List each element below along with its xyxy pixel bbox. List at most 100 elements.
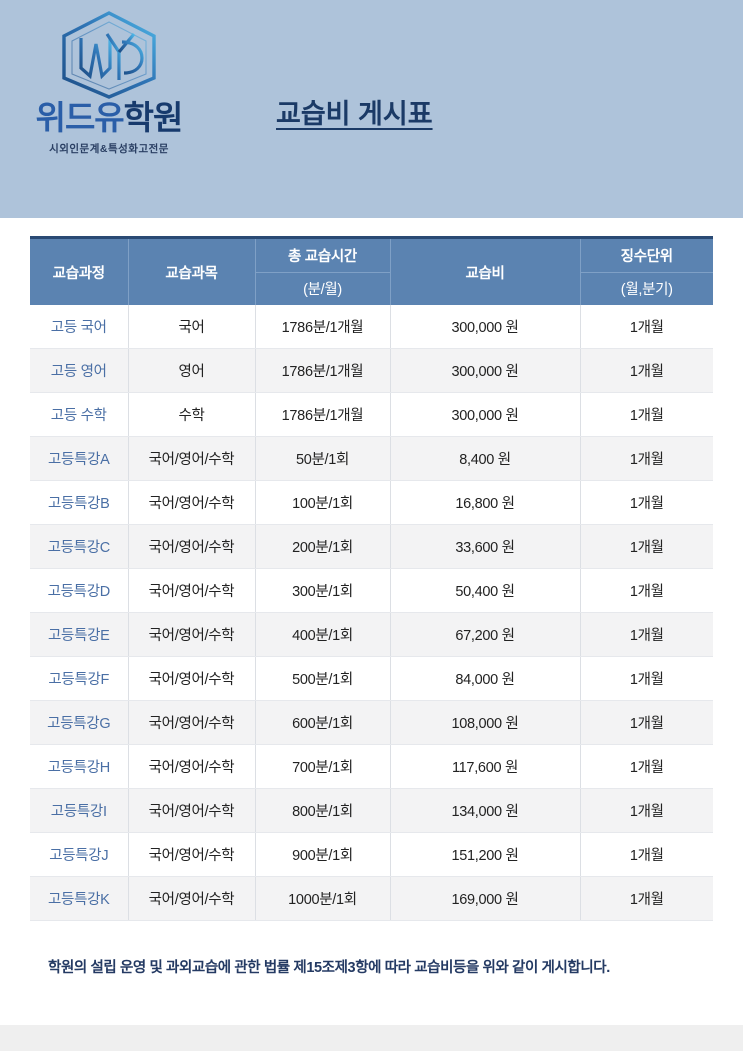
cell-subject: 국어/영어/수학 xyxy=(128,480,256,525)
table-row: 고등특강C 국어/영어/수학 200분/1회 33,600 원 1개월 xyxy=(30,524,713,569)
table-row: 고등특강B 국어/영어/수학 100분/1회 16,800 원 1개월 xyxy=(30,480,713,525)
cell-total-hours: 900분/1회 xyxy=(255,832,391,877)
cell-billing-unit: 1개월 xyxy=(580,832,713,877)
cell-fee: 151,200 원 xyxy=(390,832,581,877)
table-header-row: 교습과정 교습과목 총 교습시간 (분/월) 교습비 징수단위 xyxy=(30,237,713,305)
legal-notice: 학원의 설립 운영 및 과외교습에 관한 법률 제15조제3항에 따라 교습비등… xyxy=(48,960,610,976)
brand-name-secondary: 학원 xyxy=(123,99,184,136)
cell-fee: 67,200 원 xyxy=(390,612,581,657)
cell-course: 고등특강A xyxy=(30,436,129,481)
tuition-fee-table: 교습과정 교습과목 총 교습시간 (분/월) 교습비 징수단위 xyxy=(30,236,713,921)
cell-subject: 수학 xyxy=(128,392,256,437)
cell-fee: 84,000 원 xyxy=(390,656,581,701)
cell-subject: 국어/영어/수학 xyxy=(128,436,256,481)
cell-subject: 국어/영어/수학 xyxy=(128,656,256,701)
cell-course: 고등특강D xyxy=(30,568,129,613)
cell-course: 고등 수학 xyxy=(30,392,129,437)
cell-billing-unit: 1개월 xyxy=(580,788,713,833)
cell-billing-unit: 1개월 xyxy=(580,656,713,701)
table-body: 고등 국어 국어 1786분/1개월 300,000 원 1개월 고등 영어 영어 1786분… xyxy=(30,305,713,921)
cell-total-hours: 50분/1회 xyxy=(255,436,391,481)
cell-course: 고등특강B xyxy=(30,480,129,525)
cell-total-hours: 700분/1회 xyxy=(255,744,391,789)
bottom-band xyxy=(0,1025,743,1051)
table-row: 고등특강D 국어/영어/수학 300분/1회 50,400 원 1개월 xyxy=(30,568,713,613)
column-header-total-hours-main: 총 교습시간 xyxy=(255,239,390,273)
cell-fee: 8,400 원 xyxy=(390,436,581,481)
cell-billing-unit: 1개월 xyxy=(580,876,713,921)
cell-subject: 국어/영어/수학 xyxy=(128,832,256,877)
table-row: 고등특강G 국어/영어/수학 600분/1회 108,000 원 1개월 xyxy=(30,700,713,745)
cell-billing-unit: 1개월 xyxy=(580,348,713,393)
column-header-subject: 교습과목 xyxy=(128,237,256,305)
column-header-billing-unit: 징수단위 (월,분기) xyxy=(580,237,713,305)
brand-name-primary: 위드유 xyxy=(35,99,125,136)
cell-total-hours: 400분/1회 xyxy=(255,612,391,657)
cell-total-hours: 1786분/1개월 xyxy=(255,392,391,437)
cell-fee: 300,000 원 xyxy=(390,348,581,393)
page-header-banner: 위드유학원 시외인문계&특성화고전문 교습비 게시표 xyxy=(0,0,743,218)
fee-table-container: 교습과정 교습과목 총 교습시간 (분/월) 교습비 징수단위 xyxy=(0,218,743,921)
cell-subject: 국어/영어/수학 xyxy=(128,700,256,745)
cell-billing-unit: 1개월 xyxy=(580,612,713,657)
cell-total-hours: 100분/1회 xyxy=(255,480,391,525)
brand-wordmark: 위드유학원 xyxy=(14,99,204,136)
cell-course: 고등특강K xyxy=(30,876,129,921)
cell-course: 고등특강I xyxy=(30,788,129,833)
cell-total-hours: 500분/1회 xyxy=(255,656,391,701)
brand-subtitle: 시외인문계&특성화고전문 xyxy=(49,142,169,155)
cell-subject: 국어/영어/수학 xyxy=(128,876,256,921)
cell-fee: 16,800 원 xyxy=(390,480,581,525)
cell-course: 고등특강G xyxy=(30,700,129,745)
table-row: 고등특강A 국어/영어/수학 50분/1회 8,400 원 1개월 xyxy=(30,436,713,481)
cell-fee: 134,000 원 xyxy=(390,788,581,833)
cell-fee: 33,600 원 xyxy=(390,524,581,569)
column-header-total-hours: 총 교습시간 (분/월) xyxy=(255,237,391,305)
cell-course: 고등 영어 xyxy=(30,348,129,393)
column-header-total-hours-sub: (분/월) xyxy=(303,282,342,299)
cell-billing-unit: 1개월 xyxy=(580,436,713,481)
cell-fee: 50,400 원 xyxy=(390,568,581,613)
table-row: 고등특강J 국어/영어/수학 900분/1회 151,200 원 1개월 xyxy=(30,832,713,877)
cell-subject: 국어/영어/수학 xyxy=(128,744,256,789)
cell-course: 고등특강C xyxy=(30,524,129,569)
table-row: 고등특강F 국어/영어/수학 500분/1회 84,000 원 1개월 xyxy=(30,656,713,701)
cell-total-hours: 300분/1회 xyxy=(255,568,391,613)
cell-course: 고등특강J xyxy=(30,832,129,877)
column-header-course: 교습과정 xyxy=(30,237,129,305)
cell-fee: 300,000 원 xyxy=(390,305,581,349)
cell-subject: 국어/영어/수학 xyxy=(128,524,256,569)
cell-billing-unit: 1개월 xyxy=(580,744,713,789)
cell-billing-unit: 1개월 xyxy=(580,568,713,613)
cell-billing-unit: 1개월 xyxy=(580,700,713,745)
cell-course: 고등특강E xyxy=(30,612,129,657)
cell-subject: 국어/영어/수학 xyxy=(128,788,256,833)
cell-course: 고등특강F xyxy=(30,656,129,701)
cell-course: 고등특강H xyxy=(30,744,129,789)
cell-billing-unit: 1개월 xyxy=(580,305,713,349)
cell-total-hours: 800분/1회 xyxy=(255,788,391,833)
cell-fee: 117,600 원 xyxy=(390,744,581,789)
table-row: 고등특강H 국어/영어/수학 700분/1회 117,600 원 1개월 xyxy=(30,744,713,789)
cell-total-hours: 200분/1회 xyxy=(255,524,391,569)
cell-billing-unit: 1개월 xyxy=(580,392,713,437)
table-row: 고등 영어 영어 1786분/1개월 300,000 원 1개월 xyxy=(30,348,713,393)
table-row: 고등특강I 국어/영어/수학 800분/1회 134,000 원 1개월 xyxy=(30,788,713,833)
cell-billing-unit: 1개월 xyxy=(580,480,713,525)
cell-fee: 108,000 원 xyxy=(390,700,581,745)
page-title: 교습비 게시표 xyxy=(276,99,433,129)
table-row: 고등특강E 국어/영어/수학 400분/1회 67,200 원 1개월 xyxy=(30,612,713,657)
cell-subject: 국어/영어/수학 xyxy=(128,612,256,657)
column-header-billing-unit-main: 징수단위 xyxy=(580,239,713,273)
cell-subject: 영어 xyxy=(128,348,256,393)
brand-block: 위드유학원 시외인문계&특성화고전문 xyxy=(14,8,204,156)
table-row: 고등 수학 수학 1786분/1개월 300,000 원 1개월 xyxy=(30,392,713,437)
table-head: 교습과정 교습과목 총 교습시간 (분/월) 교습비 징수단위 xyxy=(30,237,713,305)
cell-fee: 300,000 원 xyxy=(390,392,581,437)
column-header-billing-unit-sub: (월,분기) xyxy=(620,282,673,299)
cell-course: 고등 국어 xyxy=(30,305,129,349)
cell-subject: 국어 xyxy=(128,305,256,349)
hexagon-wy-monogram-icon xyxy=(62,10,156,99)
cell-total-hours: 1786분/1개월 xyxy=(255,305,391,349)
cell-total-hours: 600분/1회 xyxy=(255,700,391,745)
